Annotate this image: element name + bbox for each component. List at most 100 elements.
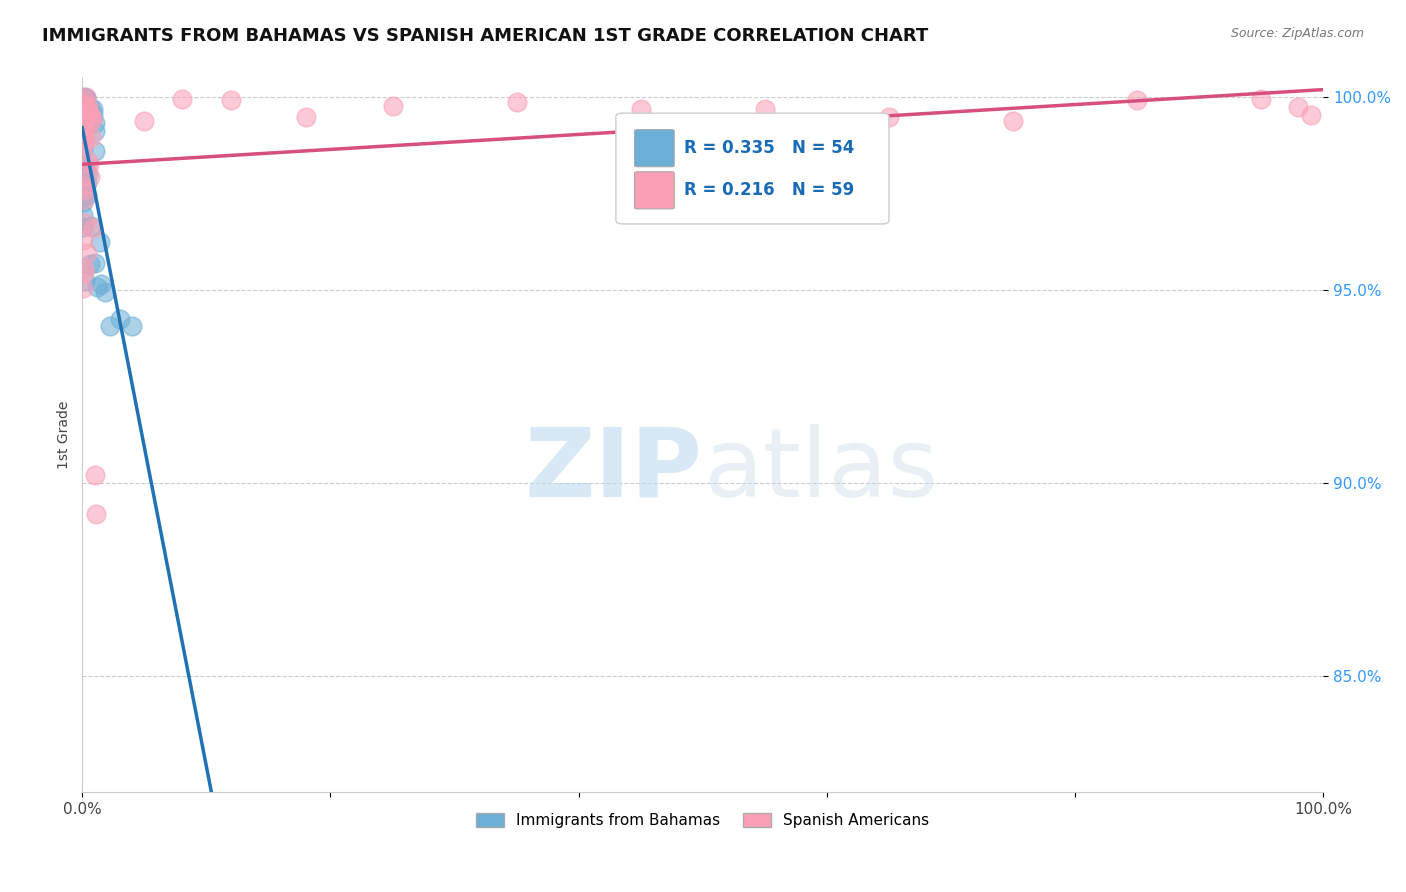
Point <box>77 103 100 118</box>
Point <box>73 130 96 145</box>
Point <box>86 279 108 293</box>
Point <box>80 109 103 123</box>
Point <box>75 90 97 104</box>
Point <box>134 113 156 128</box>
FancyBboxPatch shape <box>634 129 675 167</box>
Point <box>505 95 527 109</box>
Text: IMMIGRANTS FROM BAHAMAS VS SPANISH AMERICAN 1ST GRADE CORRELATION CHART: IMMIGRANTS FROM BAHAMAS VS SPANISH AMERI… <box>42 27 928 45</box>
Point <box>72 93 94 107</box>
Point <box>98 319 121 334</box>
Point <box>1299 107 1322 121</box>
Point <box>75 92 97 106</box>
Point <box>76 103 98 118</box>
Text: ZIP: ZIP <box>524 424 703 517</box>
Point <box>72 109 94 123</box>
Point <box>73 134 96 148</box>
Point <box>72 115 94 129</box>
Point <box>73 189 96 203</box>
Point <box>75 274 97 288</box>
Point <box>83 123 105 137</box>
Point <box>84 115 107 129</box>
Point <box>84 508 107 522</box>
Point <box>76 114 98 128</box>
Point <box>72 159 94 173</box>
Point <box>73 112 96 126</box>
Point <box>77 158 100 172</box>
Point <box>73 109 96 123</box>
Point <box>72 113 94 128</box>
Point <box>80 219 103 234</box>
Point <box>121 318 143 333</box>
Point <box>72 111 94 125</box>
Point <box>75 161 97 176</box>
Point <box>76 176 98 190</box>
Point <box>219 93 242 107</box>
Point <box>72 183 94 197</box>
Point <box>76 245 98 260</box>
Point <box>83 256 105 270</box>
Point <box>72 95 94 110</box>
Point <box>75 116 97 130</box>
Point <box>83 468 105 483</box>
Point <box>79 111 101 125</box>
Point <box>381 99 404 113</box>
Point <box>79 101 101 115</box>
Point <box>72 113 94 128</box>
Point <box>73 260 96 275</box>
Point <box>73 112 96 127</box>
Point <box>77 153 100 168</box>
Point <box>79 110 101 124</box>
Point <box>79 169 101 184</box>
Point <box>754 103 776 117</box>
Text: R = 0.335   N = 54: R = 0.335 N = 54 <box>685 139 855 157</box>
FancyBboxPatch shape <box>616 113 889 224</box>
Point <box>73 118 96 132</box>
Point <box>72 111 94 125</box>
Text: atlas: atlas <box>703 424 938 517</box>
Point <box>89 235 111 249</box>
Point <box>73 126 96 140</box>
Point <box>75 110 97 124</box>
Y-axis label: 1st Grade: 1st Grade <box>58 401 72 469</box>
Point <box>73 216 96 230</box>
Point <box>79 257 101 271</box>
Point <box>72 138 94 153</box>
Point <box>80 130 103 145</box>
Point <box>877 110 900 124</box>
Point <box>73 162 96 177</box>
Point <box>76 187 98 202</box>
Point <box>73 102 96 116</box>
Point <box>294 110 316 124</box>
Point <box>72 178 94 193</box>
Point <box>73 193 96 207</box>
Point <box>82 220 104 235</box>
Point <box>108 312 131 326</box>
Point <box>90 277 112 291</box>
Point <box>73 95 96 110</box>
Point <box>72 112 94 126</box>
Point <box>73 103 96 117</box>
Text: Source: ZipAtlas.com: Source: ZipAtlas.com <box>1230 27 1364 40</box>
Point <box>72 208 94 222</box>
Point <box>77 167 100 181</box>
Point <box>75 95 97 109</box>
Point <box>73 100 96 114</box>
Point <box>72 92 94 106</box>
FancyBboxPatch shape <box>634 172 675 209</box>
Point <box>72 90 94 104</box>
Point <box>72 115 94 129</box>
Point <box>72 110 94 124</box>
Legend: Immigrants from Bahamas, Spanish Americans: Immigrants from Bahamas, Spanish America… <box>471 807 935 834</box>
Point <box>82 102 104 116</box>
Point <box>1288 100 1310 114</box>
Point <box>75 90 97 104</box>
Point <box>77 98 100 112</box>
Point <box>72 220 94 235</box>
Point <box>72 116 94 130</box>
Point <box>72 91 94 105</box>
Point <box>83 144 105 158</box>
Point <box>1250 92 1272 106</box>
Point <box>76 112 98 126</box>
Point <box>93 285 115 300</box>
Point <box>1002 114 1025 128</box>
